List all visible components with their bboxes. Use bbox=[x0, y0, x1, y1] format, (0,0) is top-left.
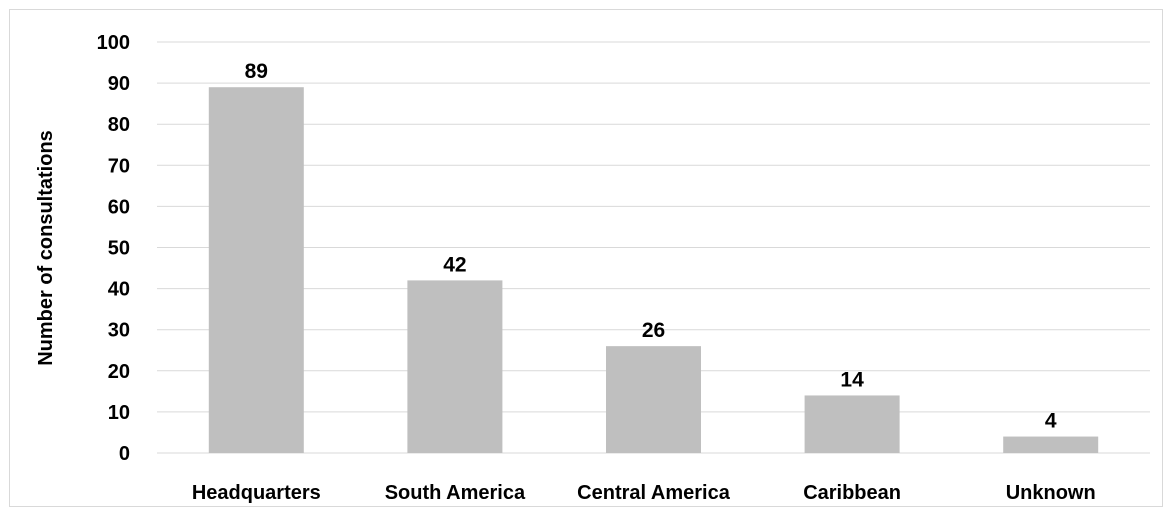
x-category-label: Unknown bbox=[1006, 482, 1096, 504]
data-labels: 89 42 26 14 4 bbox=[245, 60, 1057, 432]
y-tick-label: 80 bbox=[108, 114, 130, 136]
x-category-labels: Headquarters South America Central America… bbox=[192, 482, 1096, 504]
bar bbox=[804, 395, 900, 453]
gridlines bbox=[157, 41, 1150, 454]
y-tick-label: 50 bbox=[108, 238, 130, 260]
data-label: 14 bbox=[840, 368, 864, 391]
data-label: 89 bbox=[245, 60, 268, 83]
x-category-label: Caribbean bbox=[803, 482, 901, 504]
x-category-label: Headquarters bbox=[192, 482, 321, 504]
y-tick-label: 60 bbox=[108, 196, 130, 218]
y-tick-label: 90 bbox=[108, 73, 130, 95]
data-label: 42 bbox=[443, 253, 466, 276]
y-tick-label: 0 bbox=[119, 443, 130, 465]
bars bbox=[208, 87, 1099, 454]
y-tick-label: 100 bbox=[97, 32, 130, 54]
y-tick-label: 70 bbox=[108, 155, 130, 177]
bar bbox=[208, 87, 304, 454]
y-tick-label: 30 bbox=[108, 320, 130, 342]
y-tick-label: 40 bbox=[108, 279, 130, 301]
x-category-label: South America bbox=[385, 482, 526, 504]
y-tick-label: 20 bbox=[108, 361, 130, 383]
y-axis-title: Number of consultations bbox=[35, 130, 57, 366]
data-label: 26 bbox=[642, 319, 665, 342]
chart-frame bbox=[9, 9, 1163, 507]
y-tick-labels: 0 10 20 30 40 50 60 70 80 90 100 bbox=[97, 32, 130, 465]
data-label: 4 bbox=[1045, 410, 1057, 433]
bar bbox=[606, 346, 701, 453]
x-category-label: Central America bbox=[577, 482, 731, 504]
bar bbox=[1003, 436, 1099, 453]
bar bbox=[407, 280, 503, 453]
y-tick-label: 10 bbox=[108, 402, 130, 424]
